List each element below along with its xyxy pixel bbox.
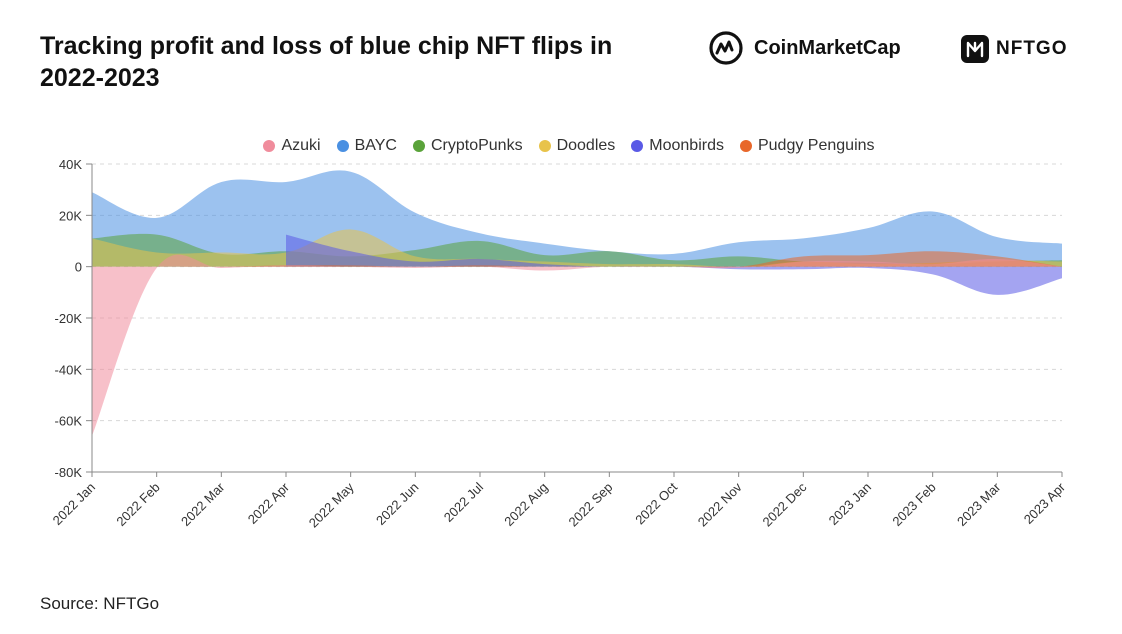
y-tick-label: 20K: [59, 208, 82, 223]
legend-item-bayc[interactable]: BAYC: [336, 137, 397, 155]
coinmarketcap-icon: [709, 31, 743, 65]
x-tick-label: 2022 Jan: [50, 480, 98, 528]
legend-label: BAYC: [354, 137, 397, 154]
x-tick-label: 2022 Jul: [441, 479, 486, 524]
coinmarketcap-logo: CoinMarketCap: [708, 30, 901, 66]
y-tick-label: -80K: [55, 465, 83, 480]
legend-swatch: [336, 140, 349, 152]
x-tick-label: 2022 Dec: [759, 479, 809, 529]
x-tick-label: 2023 Apr: [1021, 479, 1069, 527]
x-tick-label: 2023 Feb: [889, 480, 938, 529]
x-tick-label: 2022 Aug: [501, 480, 550, 529]
x-tick-label: 2022 Jun: [373, 480, 421, 528]
x-tick-label: 2022 Apr: [245, 479, 293, 527]
area-series-moonbirds[interactable]: [286, 234, 1062, 295]
chart-title: Tracking profit and loss of blue chip NF…: [40, 32, 613, 92]
legend-item-pudgy-penguins[interactable]: Pudgy Penguins: [739, 137, 875, 155]
legend-swatch: [631, 140, 644, 152]
nftgo-logo: NFTGO: [960, 34, 1068, 64]
coinmarketcap-logo-text: CoinMarketCap: [754, 36, 901, 59]
legend-swatch: [412, 140, 425, 152]
area-series-azuki[interactable]: [92, 254, 1062, 437]
legend-item-moonbirds[interactable]: Moonbirds: [631, 137, 724, 155]
legend-label: Azuki: [281, 137, 321, 154]
x-tick-label: 2023 Mar: [954, 479, 1004, 529]
y-tick-label: 40K: [59, 157, 82, 172]
x-tick-label: 2022 Sep: [565, 480, 615, 530]
x-tick-label: 2022 May: [306, 479, 357, 530]
legend-label: CryptoPunks: [430, 137, 523, 154]
legend-item-azuki[interactable]: Azuki: [263, 137, 321, 155]
x-tick-label: 2022 Nov: [695, 479, 745, 529]
x-tick-label: 2023 Jan: [826, 480, 874, 528]
y-tick-label: -60K: [55, 414, 83, 429]
legend-swatch: [739, 140, 752, 152]
legend-swatch: [538, 140, 551, 152]
legend-item-cryptopunks[interactable]: CryptoPunks: [412, 137, 523, 155]
nftgo-logo-text: NFTGO: [996, 38, 1068, 59]
x-tick-label: 2022 Mar: [178, 479, 228, 529]
nftgo-icon: [961, 35, 989, 63]
y-tick-label: 0: [75, 260, 82, 275]
legend-item-doodles[interactable]: Doodles: [538, 137, 616, 155]
x-tick-label: 2022 Oct: [632, 479, 680, 527]
source-note: Source: NFTGo: [40, 594, 160, 613]
y-tick-label: -20K: [55, 311, 83, 326]
legend-label: Moonbirds: [649, 137, 724, 154]
y-tick-label: -40K: [55, 362, 83, 377]
x-tick-label: 2022 Feb: [113, 480, 162, 529]
legend-label: Doodles: [556, 137, 616, 154]
chart-legend: Azuki BAYC CryptoPunks Doodles Moonbirds Pudg…: [0, 137, 1122, 155]
legend-label: Pudgy Penguins: [757, 137, 875, 154]
legend-swatch: [263, 140, 276, 152]
